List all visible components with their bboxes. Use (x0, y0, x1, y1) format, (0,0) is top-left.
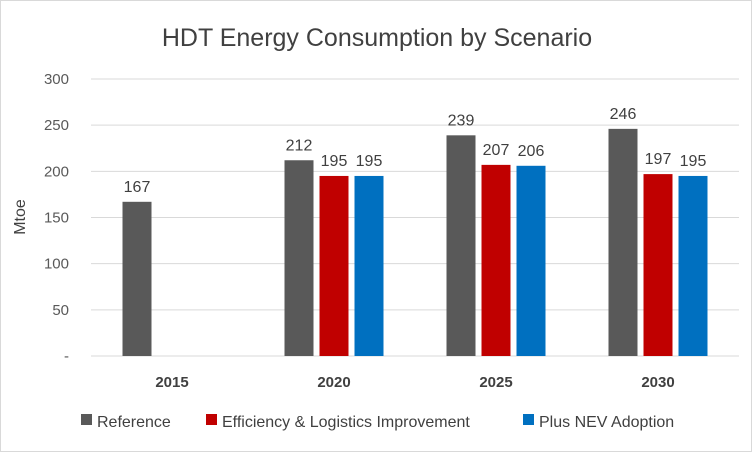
bar-2020-series-2 (354, 175, 384, 356)
data-label: 212 (286, 137, 313, 154)
legend-label: Reference (97, 414, 171, 431)
data-label: 246 (610, 106, 637, 123)
bar-2015-series-0 (122, 201, 152, 356)
legend-label: Efficiency & Logistics Improvement (222, 414, 470, 431)
data-label: 197 (645, 151, 672, 168)
legend-swatch (81, 414, 92, 425)
x-category-label: 2015 (155, 374, 188, 391)
bar-2020-series-1 (319, 175, 349, 356)
legend-swatch (523, 414, 534, 425)
bar-2030-series-2 (678, 175, 708, 356)
bars (122, 128, 708, 356)
data-label: 239 (448, 112, 475, 129)
legend-swatch (206, 414, 217, 425)
data-label: 195 (680, 153, 707, 170)
y-axis-label: Mtoe (12, 199, 29, 235)
bar-2030-series-1 (643, 174, 673, 356)
y-tick-label: 300 (44, 71, 69, 88)
y-tick-label: - (64, 348, 69, 365)
bar-2025-series-0 (446, 135, 476, 356)
legend: Reference Efficiency & Logistics Improvem… (81, 414, 674, 431)
chart-title: HDT Energy Consumption by Scenario (162, 24, 592, 52)
data-label: 195 (321, 153, 348, 170)
data-label: 167 (124, 179, 151, 196)
bar-2030-series-0 (608, 128, 638, 356)
x-category-label: 2025 (479, 374, 512, 391)
bar-2025-series-2 (516, 165, 546, 356)
x-category-label: 2030 (641, 374, 674, 391)
y-tick-label: 250 (44, 117, 69, 134)
x-category-label: 2020 (317, 374, 350, 391)
x-axis-categories: 2015 2020 2025 2030 (155, 374, 674, 391)
data-label: 195 (356, 153, 383, 170)
legend-label: Plus NEV Adoption (539, 414, 674, 431)
y-tick-label: 200 (44, 163, 69, 180)
bar-2020-series-0 (284, 160, 314, 356)
gridlines (91, 78, 739, 357)
bar-2025-series-1 (481, 164, 511, 356)
y-axis-ticks: - 50 100 150 200 250 300 (44, 71, 69, 365)
data-label: 207 (483, 142, 510, 159)
y-tick-label: 50 (52, 302, 69, 319)
y-tick-label: 150 (44, 210, 69, 227)
data-label: 206 (518, 143, 545, 160)
data-labels: 167 212 195 195 239 207 206 246 197 195 (124, 106, 707, 196)
y-tick-label: 100 (44, 256, 69, 273)
